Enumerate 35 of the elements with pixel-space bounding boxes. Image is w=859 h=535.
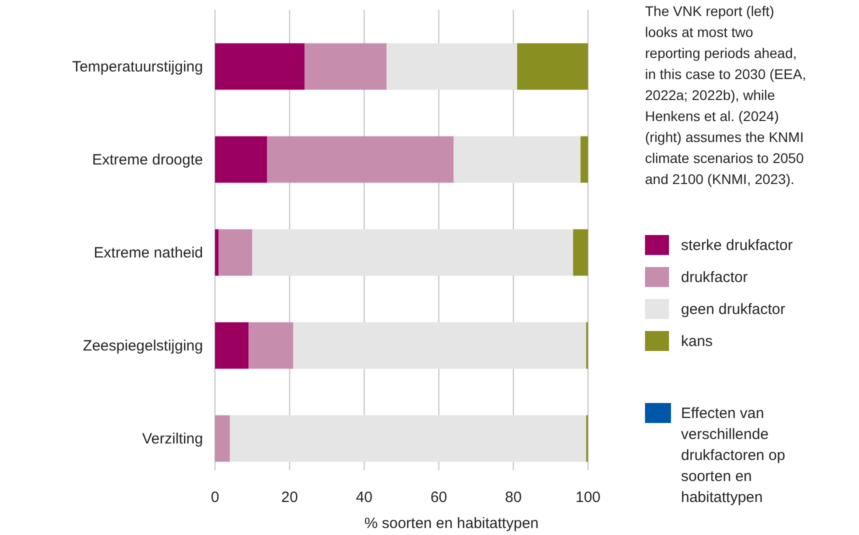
bar [573,229,588,276]
legend-label: geen drukfactor [681,301,786,318]
y-tick-label: Zeespiegelstijging [82,338,203,354]
y-tick-label: Extreme droogte [92,152,203,168]
bar [215,43,305,90]
text: Effecten van verschillende drukfactoren op soorten en habitattypen [681,405,786,506]
x-tick-label: 40 [356,489,373,506]
bar [517,43,588,90]
bar [293,322,586,369]
bar [215,229,219,276]
bar [386,43,518,90]
x-tick-label: 20 [281,489,298,506]
bar [304,43,387,90]
bar [267,136,454,183]
legend-label: sterke drukfactor [681,237,793,254]
bar [230,415,586,462]
bar [215,415,230,462]
y-tick-label: Temperatuurstijging [72,58,203,76]
text: The VNK report (left) looks at most two reporting periods ahead, in this case to 2030 (EEA, 2022a; 2022b), while Henkens et al. (2024) (right) assumes the KNMI climate scenarios to 2050 and 2100 (KNMI, 2023). [645,3,806,187]
y-tick-label: Extreme natheid [94,244,203,262]
bar [454,136,581,183]
x-tick-label: 80 [505,489,522,506]
bar [218,229,252,276]
x-tick-label: 100 [575,489,601,506]
legend-label: drukfactor [681,269,748,286]
bar [580,136,588,183]
bar [215,136,268,183]
bar [248,322,294,369]
y-tick-label: Verzilting [142,430,203,448]
legend-label: kans [681,333,713,350]
x-axis-title: % soorten en habitattypen [364,515,539,532]
x-tick-label: 0 [210,489,220,506]
bar [252,229,574,276]
bar [215,322,249,369]
x-tick-label: 60 [430,489,448,506]
